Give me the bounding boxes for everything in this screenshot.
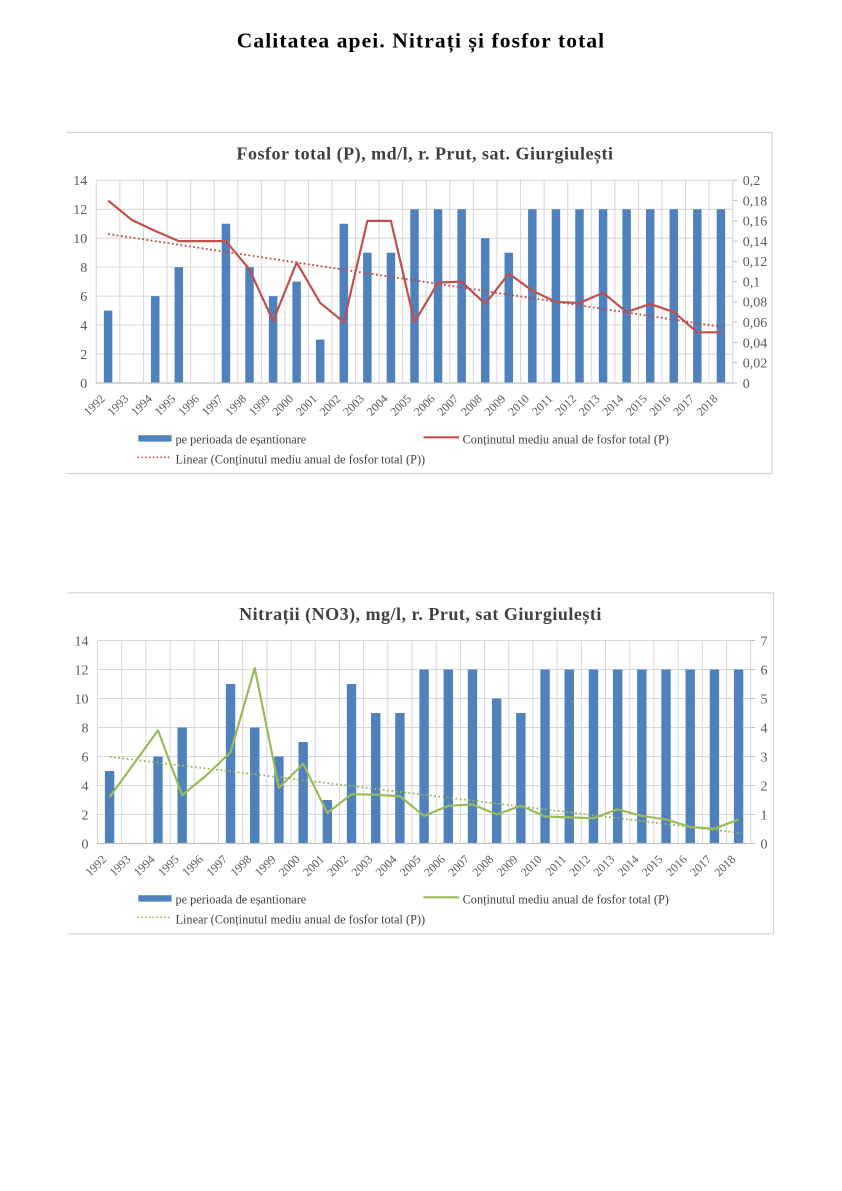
svg-text:2009: 2009	[494, 852, 521, 879]
svg-text:1997: 1997	[199, 392, 226, 419]
svg-text:0,14: 0,14	[743, 235, 768, 250]
svg-text:10: 10	[73, 232, 87, 247]
svg-text:2: 2	[761, 779, 768, 794]
svg-text:2018: 2018	[711, 852, 738, 879]
svg-text:1993: 1993	[104, 392, 131, 419]
svg-text:0,2: 0,2	[743, 174, 761, 189]
svg-text:1: 1	[761, 808, 768, 823]
svg-text:2005: 2005	[397, 852, 424, 879]
svg-text:1995: 1995	[152, 392, 179, 419]
svg-text:Linear (Conținutul mediu anual: Linear (Conținutul mediu anual de fosfor…	[176, 912, 426, 926]
svg-text:2004: 2004	[373, 852, 400, 879]
svg-text:1993: 1993	[107, 852, 134, 879]
svg-text:2: 2	[82, 808, 89, 823]
svg-text:1994: 1994	[131, 852, 158, 879]
svg-text:2012: 2012	[552, 392, 579, 419]
svg-text:0: 0	[80, 377, 87, 392]
svg-text:Nitrații (NO3), mg/l, r. Prut,: Nitrații (NO3), mg/l, r. Prut, sat Giurg…	[239, 604, 602, 625]
svg-text:14: 14	[73, 174, 87, 189]
svg-text:0,12: 0,12	[743, 255, 768, 270]
svg-text:4: 4	[82, 779, 89, 794]
svg-text:2013: 2013	[576, 392, 603, 419]
svg-text:0: 0	[743, 377, 750, 392]
svg-text:0,06: 0,06	[743, 316, 768, 331]
svg-text:2009: 2009	[482, 392, 509, 419]
svg-text:2010: 2010	[505, 392, 532, 419]
svg-text:2017: 2017	[687, 852, 714, 879]
svg-text:1992: 1992	[81, 392, 108, 419]
svg-text:2016: 2016	[647, 392, 674, 419]
svg-text:0,08: 0,08	[743, 296, 768, 311]
svg-text:4: 4	[761, 721, 768, 736]
svg-text:2004: 2004	[364, 392, 391, 419]
svg-text:2013: 2013	[590, 852, 617, 879]
svg-text:14: 14	[75, 634, 89, 649]
svg-text:pe perioada de eșantionare: pe perioada de eșantionare	[176, 892, 307, 906]
svg-text:8: 8	[82, 721, 89, 736]
svg-text:0: 0	[761, 837, 768, 852]
svg-text:6: 6	[82, 750, 89, 765]
svg-text:2001: 2001	[300, 852, 327, 879]
svg-text:2000: 2000	[269, 392, 296, 419]
svg-text:2012: 2012	[566, 852, 593, 879]
svg-text:1996: 1996	[179, 852, 206, 879]
svg-text:2: 2	[80, 348, 87, 363]
svg-text:0,04: 0,04	[743, 336, 768, 351]
svg-text:1992: 1992	[82, 852, 109, 879]
svg-text:0,02: 0,02	[743, 357, 768, 372]
svg-text:0: 0	[82, 837, 89, 852]
svg-text:1999: 1999	[246, 392, 273, 419]
svg-text:0,1: 0,1	[743, 275, 761, 290]
svg-text:0,18: 0,18	[743, 194, 768, 209]
svg-text:2007: 2007	[434, 392, 461, 419]
svg-text:2006: 2006	[411, 392, 438, 419]
svg-text:2014: 2014	[615, 852, 642, 879]
svg-text:2015: 2015	[623, 392, 650, 419]
svg-text:2003: 2003	[340, 392, 367, 419]
svg-text:1998: 1998	[222, 392, 249, 419]
svg-text:5: 5	[761, 692, 768, 707]
svg-text:2002: 2002	[317, 392, 344, 419]
svg-text:2008: 2008	[469, 852, 496, 879]
svg-text:pe perioada de eșantionare: pe perioada de eșantionare	[176, 432, 307, 446]
svg-text:6: 6	[80, 290, 87, 305]
svg-text:Conținutul mediu anual de fosf: Conținutul mediu anual de fosfor total (…	[463, 892, 669, 906]
svg-text:2008: 2008	[458, 392, 485, 419]
svg-text:1996: 1996	[175, 392, 202, 419]
svg-text:1999: 1999	[252, 852, 279, 879]
svg-text:4: 4	[80, 319, 87, 334]
svg-text:2003: 2003	[348, 852, 375, 879]
svg-text:12: 12	[73, 203, 87, 218]
svg-text:2015: 2015	[639, 852, 666, 879]
svg-text:8: 8	[80, 261, 87, 276]
svg-text:2005: 2005	[387, 392, 414, 419]
svg-text:10: 10	[75, 692, 89, 707]
svg-text:2000: 2000	[276, 852, 303, 879]
svg-text:3: 3	[761, 750, 768, 765]
svg-text:Linear (Conținutul mediu anual: Linear (Conținutul mediu anual de fosfor…	[176, 452, 426, 466]
svg-text:2001: 2001	[293, 392, 320, 419]
svg-text:2010: 2010	[518, 852, 545, 879]
svg-text:7: 7	[761, 634, 768, 649]
svg-text:2006: 2006	[421, 852, 448, 879]
svg-text:12: 12	[75, 663, 89, 678]
svg-text:2002: 2002	[324, 852, 351, 879]
svg-text:Fosfor total (P), md/l, r. Pru: Fosfor total (P), md/l, r. Prut, sat. Gi…	[237, 144, 614, 165]
svg-text:1998: 1998	[228, 852, 255, 879]
svg-text:2014: 2014	[599, 392, 626, 419]
svg-text:0,16: 0,16	[743, 215, 768, 230]
svg-text:2007: 2007	[445, 852, 472, 879]
svg-text:2011: 2011	[542, 852, 569, 879]
svg-text:1995: 1995	[155, 852, 182, 879]
svg-text:2011: 2011	[529, 392, 556, 419]
svg-text:2017: 2017	[670, 392, 697, 419]
svg-text:2018: 2018	[694, 392, 721, 419]
svg-text:6: 6	[761, 663, 768, 678]
svg-text:1997: 1997	[203, 852, 230, 879]
svg-text:Calitatea apei. Nitrați și fos: Calitatea apei. Nitrați și fosfor total	[237, 29, 606, 54]
svg-text:1994: 1994	[128, 392, 155, 419]
svg-text:2016: 2016	[663, 852, 690, 879]
svg-text:Conținutul mediu anual de fosf: Conținutul mediu anual de fosfor total (…	[463, 432, 669, 446]
